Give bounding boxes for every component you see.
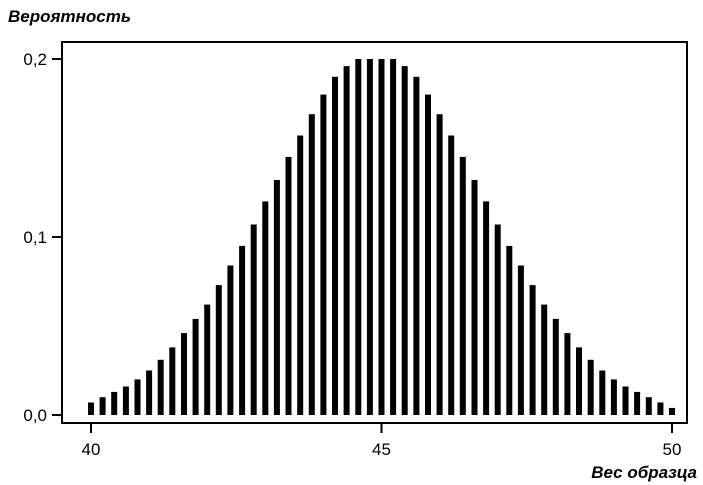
- bar: [378, 59, 385, 415]
- x-ticks-group: 40 45 50: [82, 423, 682, 459]
- bar: [576, 347, 582, 415]
- y-tick-label: 0,2: [23, 50, 47, 69]
- bar: [134, 379, 141, 415]
- bar: [541, 304, 548, 415]
- bar: [529, 285, 536, 415]
- bar: [146, 370, 153, 415]
- x-tick-label: 40: [82, 440, 101, 459]
- bar: [599, 370, 606, 415]
- x-axis-label: Вес образца: [591, 463, 697, 482]
- bar: [657, 402, 664, 415]
- bar: [459, 156, 466, 415]
- bar: [192, 318, 199, 415]
- bar: [297, 135, 304, 415]
- bar: [88, 402, 94, 415]
- bar: [483, 201, 490, 415]
- bar: [471, 180, 478, 415]
- bar: [111, 391, 118, 415]
- y-tick-label: 0,0: [23, 406, 47, 425]
- bar: [169, 347, 176, 415]
- bar: [645, 397, 652, 415]
- bar: [448, 135, 455, 415]
- bar: [122, 386, 129, 415]
- plot-frame: [61, 41, 688, 424]
- bar: [157, 359, 164, 415]
- bar: [343, 66, 350, 415]
- bar: [610, 379, 617, 415]
- bar: [425, 94, 431, 415]
- bar: [239, 245, 246, 415]
- bar: [227, 265, 234, 415]
- bar: [634, 391, 641, 415]
- bar: [517, 265, 524, 415]
- bar: [308, 114, 315, 415]
- bar: [390, 59, 397, 415]
- bar: [436, 114, 443, 415]
- bar: [285, 156, 292, 415]
- bar: [669, 407, 675, 415]
- bars-group: [88, 59, 675, 416]
- bar: [273, 180, 280, 415]
- bar: [366, 59, 373, 415]
- bar: [587, 359, 594, 415]
- bar: [215, 285, 222, 415]
- bar: [181, 333, 187, 415]
- bar: [250, 224, 257, 415]
- bar: [401, 66, 408, 415]
- bar: [262, 201, 269, 415]
- bar: [413, 76, 420, 416]
- bar: [494, 224, 501, 415]
- y-tick-label: 0,1: [23, 228, 47, 247]
- bar: [622, 386, 629, 415]
- bar: [204, 304, 211, 415]
- bar: [506, 245, 513, 415]
- y-axis-label: Вероятность: [8, 7, 131, 26]
- bar: [332, 76, 338, 416]
- x-tick-label: 45: [372, 440, 391, 459]
- y-ticks-group: 0,0 0,1 0,2: [23, 50, 62, 425]
- bar: [564, 333, 571, 415]
- bar: [552, 318, 559, 415]
- x-tick-label: 50: [663, 440, 682, 459]
- bar: [99, 397, 106, 415]
- bar: [320, 94, 327, 415]
- bar: [355, 59, 362, 415]
